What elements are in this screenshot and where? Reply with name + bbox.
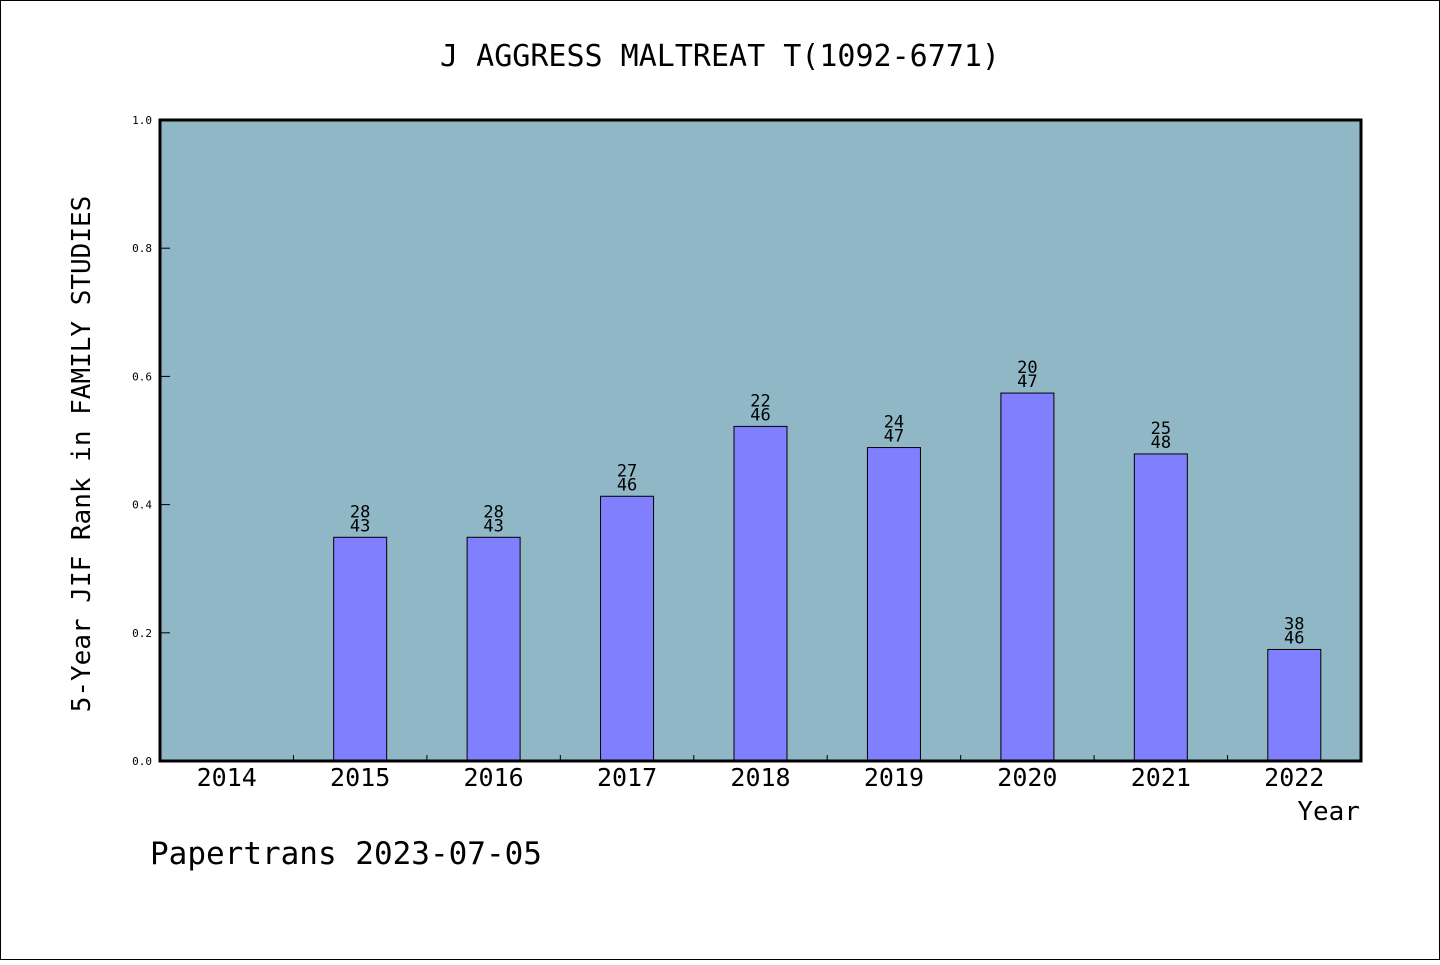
x-tick-label-2018: 2018	[730, 763, 790, 792]
bar-2021	[1133, 453, 1188, 762]
x-axis-label: Year	[1297, 797, 1360, 827]
bar-label-total-2018: 46	[750, 405, 770, 425]
x-tick-label-2014: 2014	[197, 763, 257, 792]
bar-label-rank-2021: 25	[1151, 419, 1171, 439]
y-tick-label-0.6: 0.6	[132, 370, 152, 383]
x-tick-label-2022: 2022	[1264, 763, 1324, 792]
bar-label-rank-2015: 28	[350, 502, 370, 522]
x-tick-label-2017: 2017	[597, 763, 657, 792]
bar-2016	[466, 536, 521, 762]
chart-title: J AGGRESS MALTREAT T(1092-6771)	[440, 39, 1000, 74]
bar-label-rank-2017: 27	[617, 461, 637, 481]
plot-frame	[158, 118, 1363, 763]
x-tick-label-2020: 2020	[997, 763, 1057, 792]
bar-label-rank-2016: 28	[483, 502, 503, 522]
x-tick-label-2015: 2015	[330, 763, 390, 792]
y-tick-label-0.4: 0.4	[132, 499, 152, 512]
footer-credit: Papertrans 2023-07-05	[150, 836, 542, 872]
bar-2020	[1000, 392, 1055, 762]
axes-layer: 2014 2015 2016 2017 2018 2019 2020 2021 20220.00…	[132, 114, 1324, 792]
bar-label-rank-2020: 20	[1017, 358, 1037, 378]
bar-label-total-2021: 48	[1151, 433, 1171, 453]
bar-2015	[333, 536, 388, 762]
x-tick-label-2016: 2016	[464, 763, 524, 792]
bar-2018	[733, 425, 788, 762]
y-tick-label-0.2: 0.2	[132, 627, 152, 640]
bar-label-total-2020: 47	[1017, 372, 1037, 392]
y-axis-label: 5-Year JIF Rank in FAMILY STUDIES	[67, 196, 97, 713]
bar-label-rank-2018: 22	[750, 391, 770, 411]
bar-2019	[866, 447, 921, 762]
x-tick-label-2021: 2021	[1131, 763, 1191, 792]
bar-label-rank-2022: 38	[1284, 614, 1304, 634]
bar-label-total-2016: 43	[483, 516, 503, 536]
bar-label-total-2015: 43	[350, 516, 370, 536]
y-tick-label-0.8: 0.8	[132, 242, 152, 255]
bar-2017	[600, 495, 655, 762]
bar-label-rank-2019: 24	[884, 413, 904, 433]
x-tick-label-2019: 2019	[864, 763, 924, 792]
bar-2022	[1267, 648, 1322, 762]
bar-label-total-2017: 46	[617, 475, 637, 495]
y-tick-label-0.0: 0.0	[132, 755, 152, 768]
y-tick-label-1.0: 1.0	[132, 114, 152, 127]
bar-label-total-2022: 46	[1284, 628, 1304, 648]
bar-label-total-2019: 47	[884, 427, 904, 447]
